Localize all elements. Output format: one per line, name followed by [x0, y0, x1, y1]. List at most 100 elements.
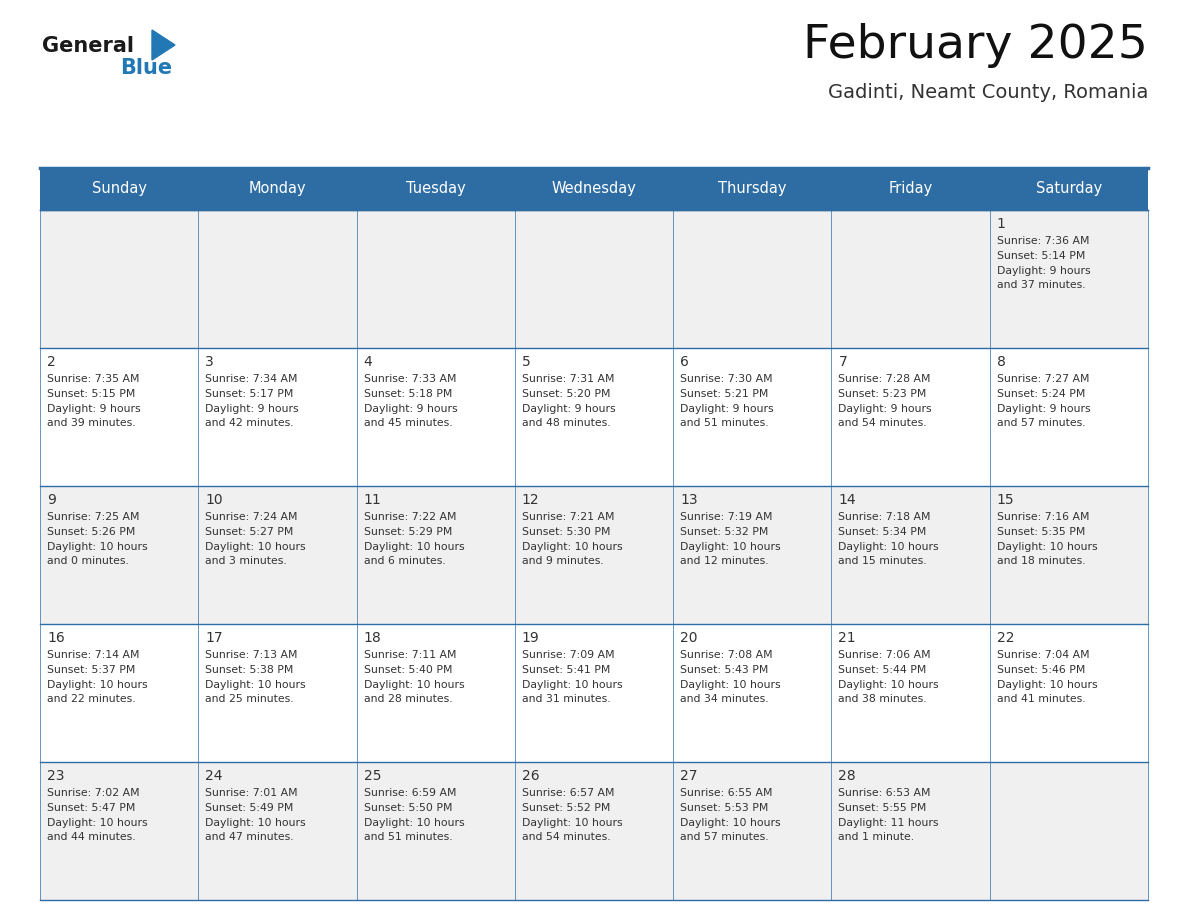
Bar	[356, 348, 514, 486]
Text: Sunrise: 7:24 AM: Sunrise: 7:24 AM	[206, 512, 298, 522]
Text: Sunrise: 6:55 AM: Sunrise: 6:55 AM	[681, 788, 772, 798]
Bar	[514, 210, 674, 348]
Text: Sunset: 5:18 PM: Sunset: 5:18 PM	[364, 389, 451, 398]
Bar	[198, 486, 356, 624]
Text: Sunrise: 7:18 AM: Sunrise: 7:18 AM	[839, 512, 931, 522]
Text: Sunset: 5:55 PM: Sunset: 5:55 PM	[839, 803, 927, 812]
Text: and 48 minutes.: and 48 minutes.	[522, 419, 611, 429]
Bar	[514, 762, 674, 900]
Text: Thursday: Thursday	[718, 182, 786, 196]
Text: Sunset: 5:27 PM: Sunset: 5:27 PM	[206, 527, 293, 537]
Text: Sunrise: 7:31 AM: Sunrise: 7:31 AM	[522, 374, 614, 384]
Text: and 57 minutes.: and 57 minutes.	[681, 833, 769, 843]
Bar	[198, 168, 356, 210]
Text: and 45 minutes.: and 45 minutes.	[364, 419, 453, 429]
Text: and 25 minutes.: and 25 minutes.	[206, 694, 293, 704]
Text: Sunrise: 7:11 AM: Sunrise: 7:11 AM	[364, 650, 456, 660]
Text: February 2025: February 2025	[803, 24, 1148, 69]
Text: Wednesday: Wednesday	[551, 182, 637, 196]
Text: Daylight: 10 hours: Daylight: 10 hours	[522, 542, 623, 552]
Bar	[40, 762, 198, 900]
Bar	[990, 168, 1148, 210]
Bar	[832, 348, 990, 486]
Text: 14: 14	[839, 493, 857, 507]
Text: Daylight: 9 hours: Daylight: 9 hours	[681, 404, 773, 414]
Text: Sunrise: 7:36 AM: Sunrise: 7:36 AM	[997, 236, 1089, 246]
Text: Daylight: 10 hours: Daylight: 10 hours	[681, 542, 781, 552]
Bar	[990, 762, 1148, 900]
Text: Sunrise: 7:35 AM: Sunrise: 7:35 AM	[48, 374, 139, 384]
Bar	[514, 486, 674, 624]
Text: 19: 19	[522, 631, 539, 645]
Bar	[356, 168, 514, 210]
Bar	[990, 210, 1148, 348]
Text: Sunrise: 7:14 AM: Sunrise: 7:14 AM	[48, 650, 139, 660]
Bar	[40, 348, 198, 486]
Bar	[990, 486, 1148, 624]
Text: Sunset: 5:50 PM: Sunset: 5:50 PM	[364, 803, 453, 812]
Text: and 22 minutes.: and 22 minutes.	[48, 694, 135, 704]
Text: Sunrise: 7:34 AM: Sunrise: 7:34 AM	[206, 374, 298, 384]
Text: and 9 minutes.: and 9 minutes.	[522, 556, 604, 566]
Text: Daylight: 10 hours: Daylight: 10 hours	[206, 542, 307, 552]
Text: and 54 minutes.: and 54 minutes.	[522, 833, 611, 843]
Text: and 1 minute.: and 1 minute.	[839, 833, 915, 843]
Text: Sunrise: 7:19 AM: Sunrise: 7:19 AM	[681, 512, 772, 522]
Text: Daylight: 10 hours: Daylight: 10 hours	[681, 679, 781, 689]
Text: Blue: Blue	[120, 58, 172, 78]
Text: Sunrise: 7:04 AM: Sunrise: 7:04 AM	[997, 650, 1089, 660]
Text: 8: 8	[997, 355, 1005, 369]
Bar	[40, 210, 198, 348]
Text: Sunset: 5:40 PM: Sunset: 5:40 PM	[364, 665, 453, 675]
Text: 17: 17	[206, 631, 223, 645]
Text: and 51 minutes.: and 51 minutes.	[364, 833, 453, 843]
Bar	[832, 624, 990, 762]
Text: Sunrise: 7:22 AM: Sunrise: 7:22 AM	[364, 512, 456, 522]
Text: Saturday: Saturday	[1036, 182, 1102, 196]
Text: 3: 3	[206, 355, 214, 369]
Text: and 57 minutes.: and 57 minutes.	[997, 419, 1086, 429]
Bar	[356, 762, 514, 900]
Text: Sunrise: 7:06 AM: Sunrise: 7:06 AM	[839, 650, 931, 660]
Text: Sunset: 5:15 PM: Sunset: 5:15 PM	[48, 389, 135, 398]
Text: Daylight: 9 hours: Daylight: 9 hours	[48, 404, 140, 414]
Text: Sunset: 5:53 PM: Sunset: 5:53 PM	[681, 803, 769, 812]
Bar	[356, 624, 514, 762]
Text: and 6 minutes.: and 6 minutes.	[364, 556, 446, 566]
Bar	[990, 624, 1148, 762]
Bar	[198, 348, 356, 486]
Text: 1: 1	[997, 217, 1005, 231]
Text: Sunset: 5:47 PM: Sunset: 5:47 PM	[48, 803, 135, 812]
Text: 26: 26	[522, 769, 539, 783]
Text: Daylight: 10 hours: Daylight: 10 hours	[997, 679, 1098, 689]
Text: Sunrise: 7:02 AM: Sunrise: 7:02 AM	[48, 788, 140, 798]
Text: and 54 minutes.: and 54 minutes.	[839, 419, 927, 429]
Text: 9: 9	[48, 493, 56, 507]
Bar	[40, 168, 198, 210]
Text: and 34 minutes.: and 34 minutes.	[681, 694, 769, 704]
Text: 6: 6	[681, 355, 689, 369]
Text: Sunrise: 7:28 AM: Sunrise: 7:28 AM	[839, 374, 931, 384]
Bar	[674, 168, 832, 210]
Text: Sunrise: 7:01 AM: Sunrise: 7:01 AM	[206, 788, 298, 798]
Bar	[990, 348, 1148, 486]
Text: 11: 11	[364, 493, 381, 507]
Text: Daylight: 9 hours: Daylight: 9 hours	[997, 265, 1091, 275]
Text: 16: 16	[48, 631, 65, 645]
Bar	[832, 210, 990, 348]
Text: Sunset: 5:38 PM: Sunset: 5:38 PM	[206, 665, 293, 675]
Text: and 3 minutes.: and 3 minutes.	[206, 556, 287, 566]
Text: Sunset: 5:43 PM: Sunset: 5:43 PM	[681, 665, 769, 675]
Bar	[674, 348, 832, 486]
Text: Daylight: 9 hours: Daylight: 9 hours	[839, 404, 933, 414]
Text: Sunrise: 6:53 AM: Sunrise: 6:53 AM	[839, 788, 931, 798]
Bar	[674, 762, 832, 900]
Text: and 15 minutes.: and 15 minutes.	[839, 556, 927, 566]
Text: 18: 18	[364, 631, 381, 645]
Text: 13: 13	[681, 493, 697, 507]
Bar	[40, 624, 198, 762]
Text: Daylight: 10 hours: Daylight: 10 hours	[522, 818, 623, 828]
Text: Sunrise: 7:16 AM: Sunrise: 7:16 AM	[997, 512, 1089, 522]
Text: Daylight: 9 hours: Daylight: 9 hours	[206, 404, 299, 414]
Text: Sunset: 5:34 PM: Sunset: 5:34 PM	[839, 527, 927, 537]
